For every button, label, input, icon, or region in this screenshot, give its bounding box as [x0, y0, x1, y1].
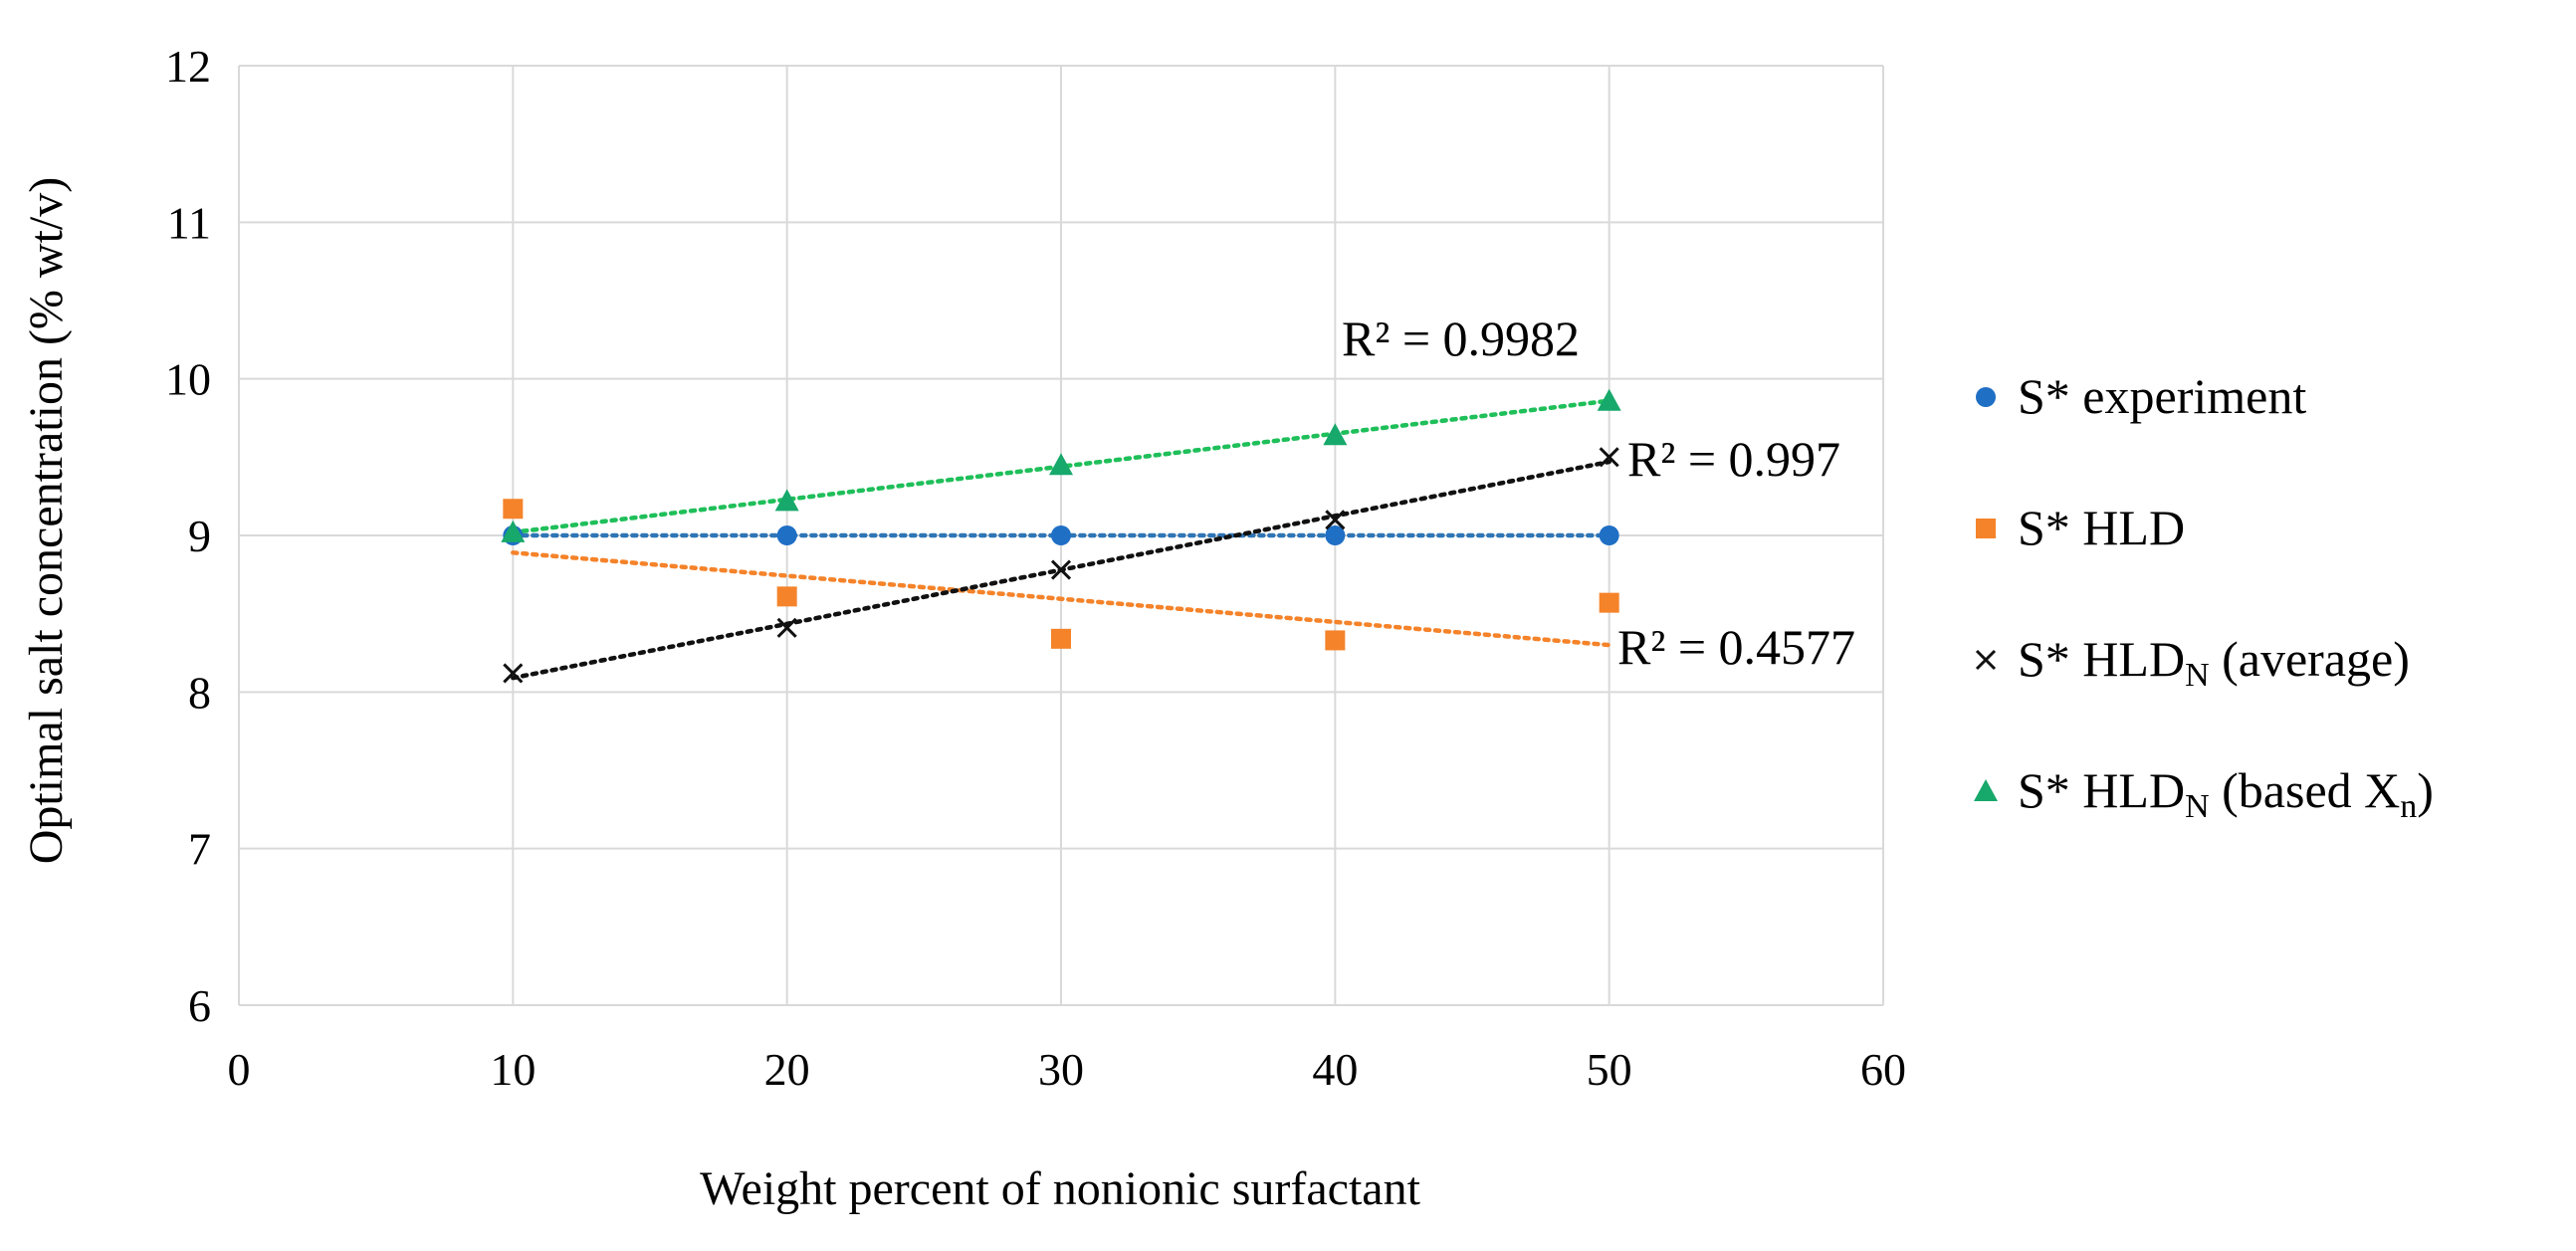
y-tick-label: 8 [188, 667, 211, 718]
r2-label-series-3: R² = 0.997 [1627, 431, 1840, 487]
y-tick-label: 12 [165, 41, 211, 92]
legend-marker-series-1 [1976, 387, 1996, 407]
data-point-series-4 [501, 520, 526, 542]
legend-label-series-4: S* HLDN (based Xn) [2018, 762, 2434, 825]
data-point-series-3 [503, 663, 524, 684]
x-stroke [503, 663, 524, 684]
x-tick-label: 10 [490, 1044, 536, 1095]
x-tick-label: 50 [1587, 1044, 1632, 1095]
y-tick-label: 9 [188, 511, 211, 561]
y-tick-label: 6 [188, 980, 211, 1031]
tick-labels: 0 10 20 30 40 50 60 6 7 8 9 10 11 12 [165, 41, 1906, 1095]
y-tick-label: 11 [167, 197, 211, 248]
x-tick-label: 30 [1038, 1044, 1084, 1095]
x-stroke [1325, 510, 1346, 530]
data-point-series-2 [1599, 592, 1619, 613]
y-axis-label: Optimal salt concentration (% wt/v) [20, 177, 73, 864]
data-point-series-3 [776, 617, 797, 638]
legend-label-series-1: S* experiment [2018, 368, 2306, 424]
data-point-series-2 [503, 499, 524, 520]
data-point-series-4 [1323, 423, 1348, 446]
data-point-series-2 [1325, 630, 1346, 651]
data-point-series-2 [1051, 628, 1071, 649]
legend-marker-series-4 [1974, 779, 1998, 801]
r2-label-series-4: R² = 0.9982 [1342, 311, 1580, 366]
data-point-series-1 [776, 525, 797, 545]
y-tick-label: 10 [165, 354, 211, 405]
x-tick-label: 20 [764, 1044, 810, 1095]
data-point-series-3 [1599, 447, 1619, 468]
data-point-series-4 [1049, 453, 1073, 476]
data-point-series-1 [1051, 525, 1071, 545]
x-stroke [1975, 649, 1997, 671]
legend-marker-series-2 [1976, 519, 1996, 538]
data-point-series-3 [1050, 559, 1072, 580]
data-point-series-1 [1325, 525, 1346, 545]
data-markers [501, 388, 1621, 684]
x-stroke [776, 617, 797, 638]
y-tick-label: 7 [188, 824, 211, 875]
legend-label-series-3: S* HLDN (average) [2018, 631, 2410, 694]
x-tick-label: 40 [1312, 1044, 1358, 1095]
legend: S* experiment S* HLD S* HLDN (average) S* H… [1974, 368, 2434, 825]
x-stroke [1050, 559, 1072, 580]
data-point-series-4 [774, 489, 799, 512]
data-point-series-2 [776, 586, 797, 607]
x-tick-label: 0 [228, 1044, 251, 1095]
data-point-series-3 [1325, 510, 1346, 530]
x-stroke [1599, 447, 1619, 468]
legend-marker-series-3 [1975, 649, 1997, 671]
legend-label-series-2: S* HLD [2018, 500, 2185, 555]
r2-label-series-2: R² = 0.4577 [1617, 619, 1855, 675]
data-point-series-4 [1597, 388, 1621, 411]
r-squared-labels: R² = 0.4577 R² = 0.997 R² = 0.9982 [1342, 311, 1855, 675]
x-axis-label: Weight percent of nonionic surfactant [700, 1162, 1421, 1215]
data-point-series-1 [1599, 525, 1619, 545]
trendline-series-2 [511, 550, 1611, 648]
x-tick-label: 60 [1860, 1044, 1906, 1095]
